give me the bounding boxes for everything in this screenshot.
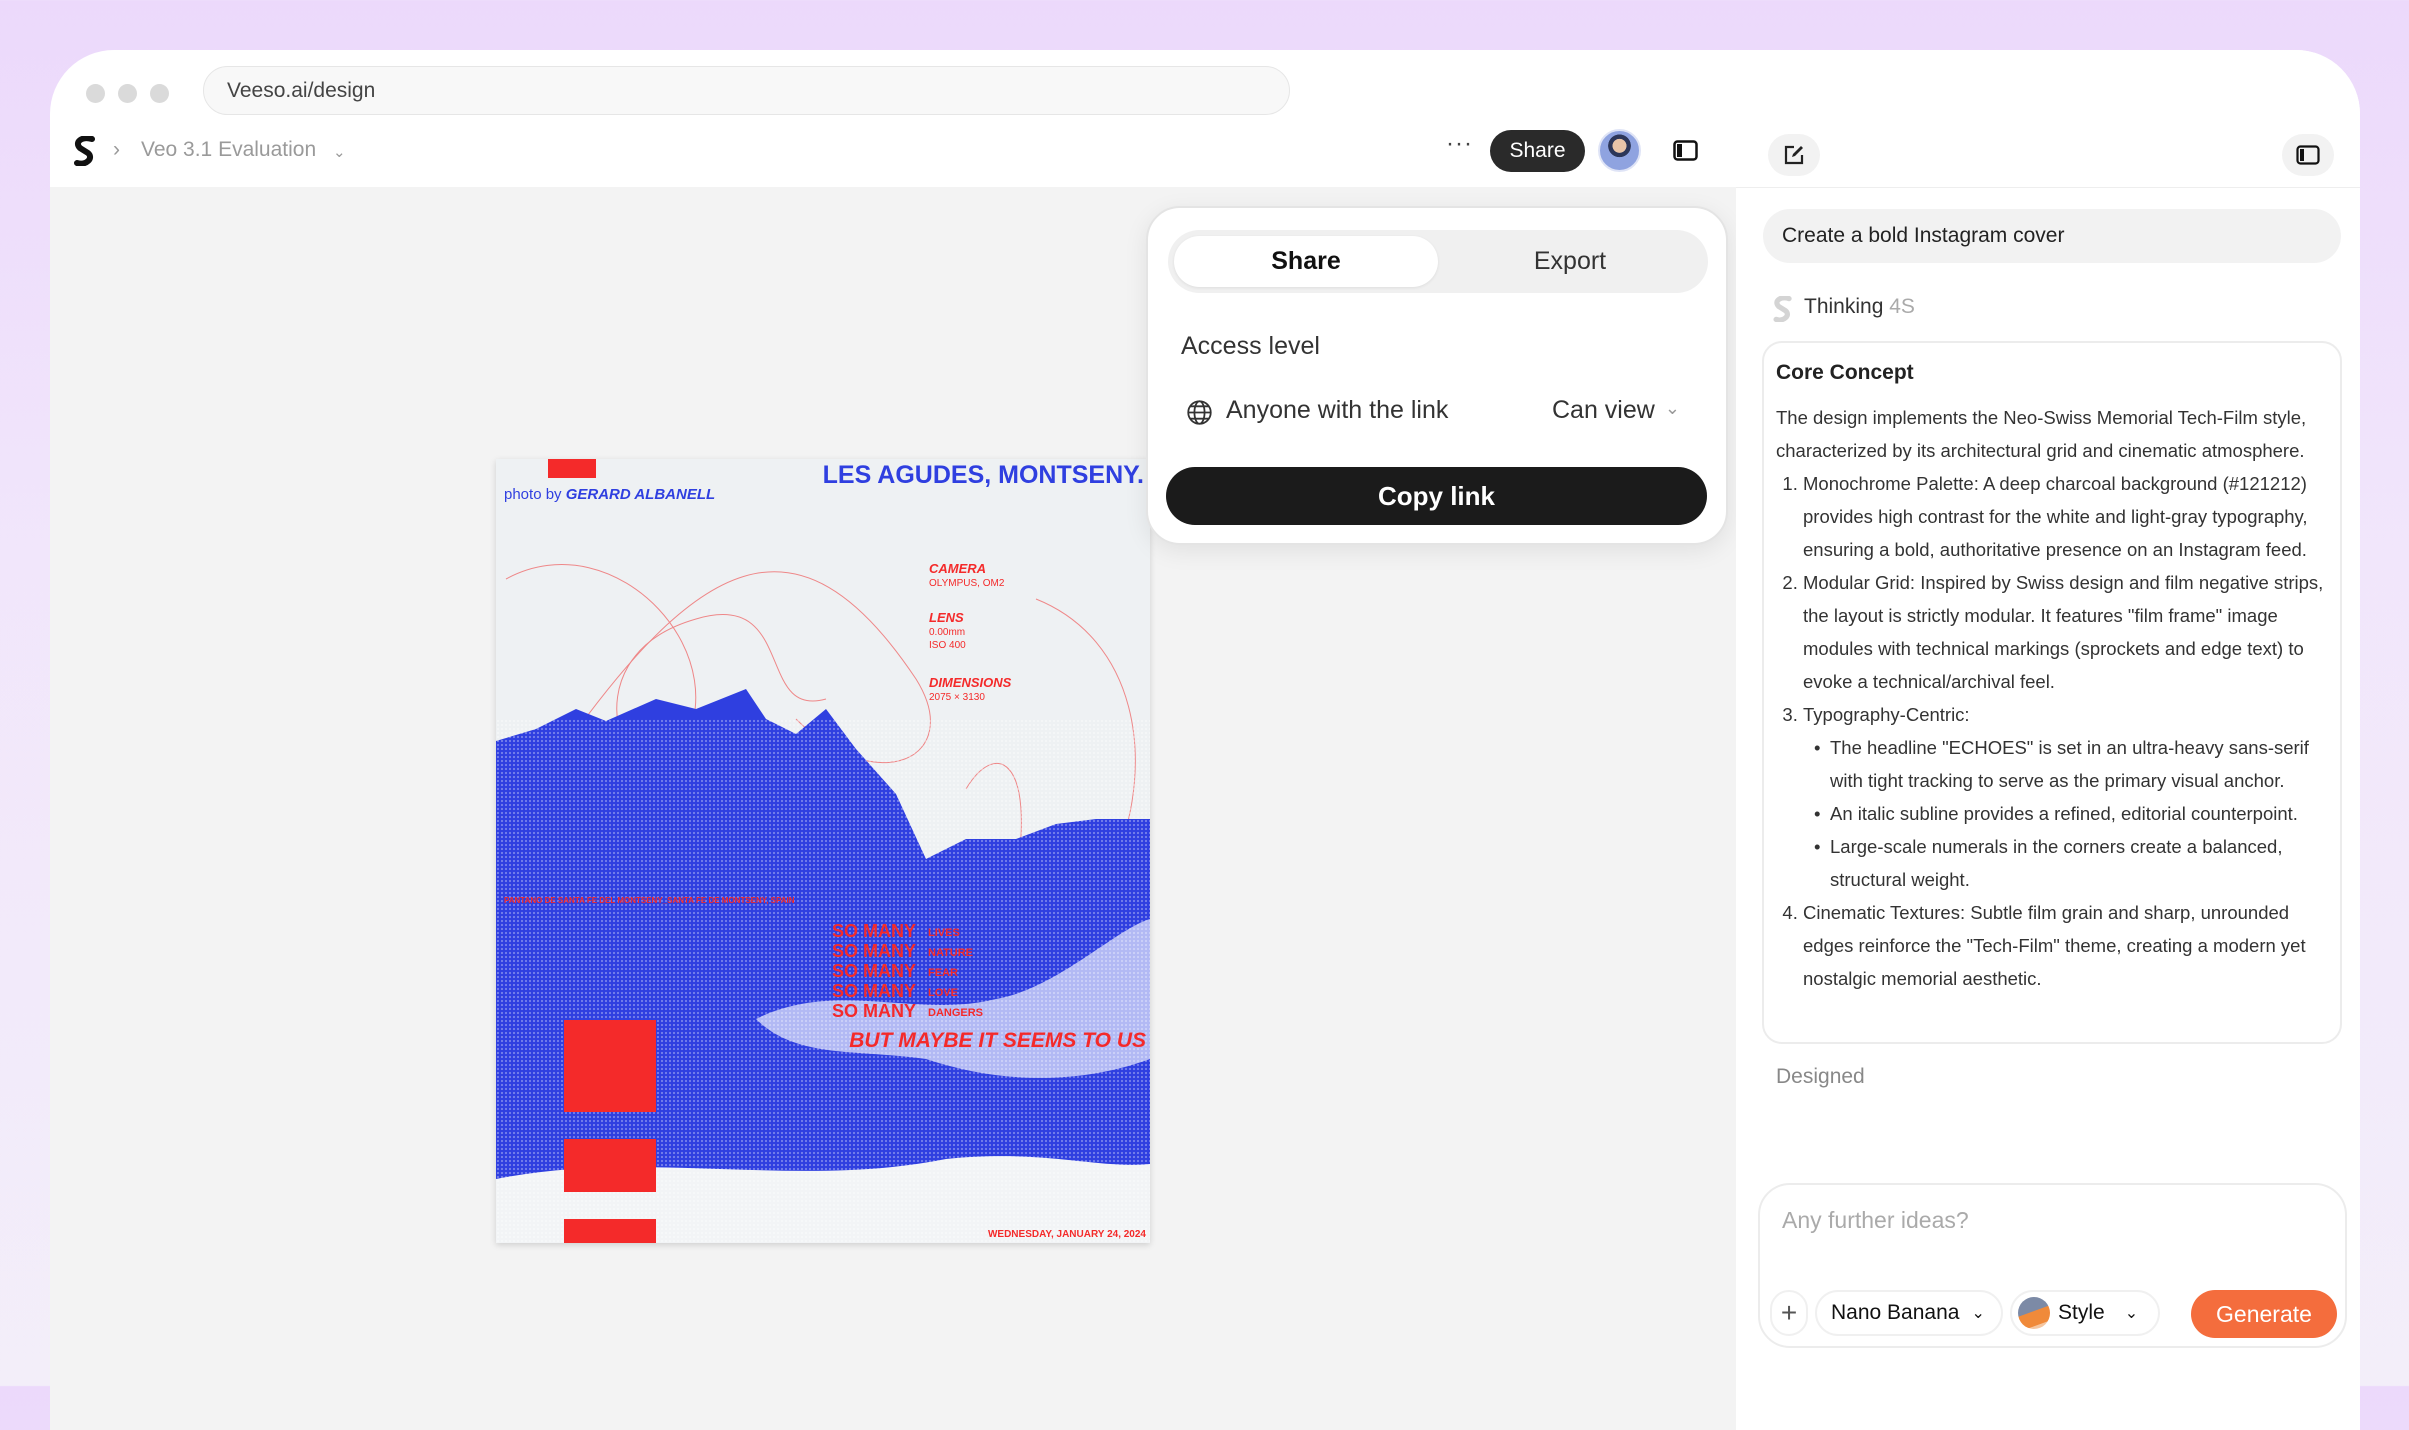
sidebar-toggle-icon[interactable] — [1673, 140, 1698, 161]
browser-window: Veeso.ai/design › Veo 3.1 Evaluation ⌄ ·… — [50, 50, 2360, 1430]
sub-list: The headline "ECHOES" is set in an ultra… — [1803, 731, 2326, 896]
poster-title: LES AGUDES, MONTSENY. — [823, 461, 1144, 489]
poster-so-many-word: DANGERS — [928, 1007, 983, 1019]
list-item: Cinematic Textures: Subtle film grain an… — [1803, 896, 2326, 995]
poster-spec-value: OLYMPUS, OM2 — [929, 578, 1005, 589]
list-item: Monochrome Palette: A deep charcoal back… — [1803, 467, 2326, 566]
card-title: Core Concept — [1776, 361, 1914, 384]
breadcrumb-chevron-icon: › — [113, 138, 120, 161]
thinking-label: Thinking — [1804, 295, 1884, 318]
concept-list: Monochrome Palette: A deep charcoal back… — [1776, 467, 2326, 995]
chat-input-box: Any further ideas? + Nano Banana ⌄ Style ⌄… — [1758, 1183, 2347, 1348]
plus-icon: + — [1780, 1297, 1798, 1328]
sub-list-item: The headline "ECHOES" is set in an ultra… — [1814, 731, 2326, 797]
poster-so-many-word: LIVES — [928, 927, 960, 939]
avatar[interactable] — [1598, 129, 1641, 172]
chevron-down-icon: ⌄ — [1971, 1305, 1985, 1322]
tab-export[interactable]: Export — [1533, 247, 1607, 275]
address-bar[interactable]: Veeso.ai/design — [203, 66, 1290, 115]
poster-red-block — [564, 1219, 656, 1243]
design-canvas: photo by GERARD ALBANELL LES AGUDES, MON… — [50, 187, 1736, 1430]
sidebar-toggle-icon — [2296, 145, 2320, 165]
style-thumbnail — [2018, 1297, 2050, 1329]
list-item: Modular Grid: Inspired by Swiss design a… — [1803, 566, 2326, 698]
new-chat-button[interactable] — [1768, 134, 1820, 176]
panel-toggle-button[interactable] — [2282, 134, 2334, 176]
poster-date: WEDNESDAY, JANUARY 24, 2024 — [988, 1229, 1146, 1240]
permission-value: Can view — [1552, 396, 1655, 424]
maximize-window-dot[interactable] — [150, 84, 169, 103]
poster-tagline: BUT MAYBE IT SEEMS TO US — [849, 1029, 1146, 1052]
poster-spec-value: ISO 400 — [929, 640, 966, 651]
poster-design[interactable]: photo by GERARD ALBANELL LES AGUDES, MON… — [496, 459, 1150, 1243]
style-dropdown[interactable]: Style ⌄ — [2010, 1290, 2160, 1336]
poster-red-block — [564, 1139, 656, 1192]
style-value: Style — [2058, 1301, 2105, 1324]
list-item-text: Typography-Centric: — [1803, 704, 1970, 725]
project-title[interactable]: Veo 3.1 Evaluation — [141, 138, 317, 161]
more-horizontal-icon[interactable]: ··· — [1446, 130, 1473, 157]
copy-link-button[interactable]: Copy link — [1166, 467, 1707, 525]
poster-so-many: SO MANY — [832, 981, 916, 1001]
close-window-dot[interactable] — [86, 84, 105, 103]
permission-dropdown[interactable]: Can view ⌄ — [1552, 396, 1680, 425]
app-logo-icon[interactable] — [72, 136, 98, 166]
access-level-label: Access level — [1181, 332, 1320, 360]
globe-icon — [1187, 400, 1212, 425]
poster-location: PANTANO DE SANTA FE DEL MONTSENY_SANTA F… — [504, 896, 795, 905]
poster-so-many: SO MANY — [832, 961, 916, 981]
add-attachment-button[interactable]: + — [1770, 1290, 1808, 1336]
chat-input[interactable]: Any further ideas? — [1782, 1207, 1969, 1233]
chevron-down-icon: ⌄ — [1664, 398, 1680, 418]
tab-share[interactable]: Share — [1174, 236, 1438, 287]
poster-so-many-word: LOVE — [928, 987, 958, 999]
model-value: Nano Banana — [1831, 1301, 1960, 1324]
poster-red-block — [548, 459, 596, 478]
link-scope-label: Anyone with the link — [1226, 396, 1449, 424]
poster-spec-label: DIMENSIONS — [929, 675, 1012, 690]
share-export-tabs: Share Export — [1168, 230, 1708, 293]
divider — [1736, 187, 2360, 188]
list-item: Typography-Centric: The headline "ECHOES… — [1803, 698, 2326, 896]
poster-spec-value: 0.00mm — [929, 627, 965, 638]
edit-icon — [1784, 145, 1804, 165]
poster-spec-value: 2075 × 3130 — [929, 692, 985, 703]
poster-red-block — [564, 1020, 656, 1112]
poster-spec-label: LENS — [929, 610, 964, 625]
response-area: Core Concept The design implements the N… — [1762, 341, 2342, 1090]
poster-so-many-word: NATURE — [928, 947, 973, 959]
poster-photo-by: photo by — [504, 486, 562, 503]
poster-so-many: SO MANY — [832, 921, 916, 941]
poster-so-many: SO MANY — [832, 1001, 916, 1021]
user-prompt: Create a bold Instagram cover — [1763, 209, 2341, 263]
poster-so-many: SO MANY — [832, 941, 916, 961]
poster-spec-label: CAMERA — [929, 561, 986, 576]
share-button[interactable]: Share — [1490, 130, 1585, 172]
poster-photographer: GERARD ALBANELL — [566, 486, 715, 503]
model-dropdown[interactable]: Nano Banana ⌄ — [1815, 1290, 2003, 1336]
project-chevron-down-icon[interactable]: ⌄ — [333, 144, 346, 161]
thinking-status[interactable]: Thinking 4S — [1804, 295, 1915, 319]
thinking-logo-icon — [1773, 296, 1792, 322]
svg-text:photo by GERARD ALBANELL: photo by GERARD ALBANELL — [504, 486, 715, 503]
sub-list-item: Large-scale numerals in the corners crea… — [1814, 830, 2326, 896]
generate-button[interactable]: Generate — [2191, 1290, 2337, 1338]
poster-so-many-word: FEAR — [928, 967, 958, 979]
card-intro: The design implements the Neo-Swiss Memo… — [1776, 407, 2307, 461]
core-concept-card: Core Concept The design implements the N… — [1762, 341, 2342, 1044]
share-popover: Share Export Access level Anyone with th… — [1146, 206, 1728, 545]
chat-panel: Create a bold Instagram cover Thinking 4… — [1736, 50, 2360, 1430]
thinking-time: 4S — [1889, 295, 1915, 318]
designed-status: Designed — [1776, 1065, 1865, 1088]
sub-list-item: An italic subline provides a refined, ed… — [1814, 797, 2326, 830]
chevron-down-icon: ⌄ — [2124, 1305, 2139, 1322]
minimize-window-dot[interactable] — [118, 84, 137, 103]
